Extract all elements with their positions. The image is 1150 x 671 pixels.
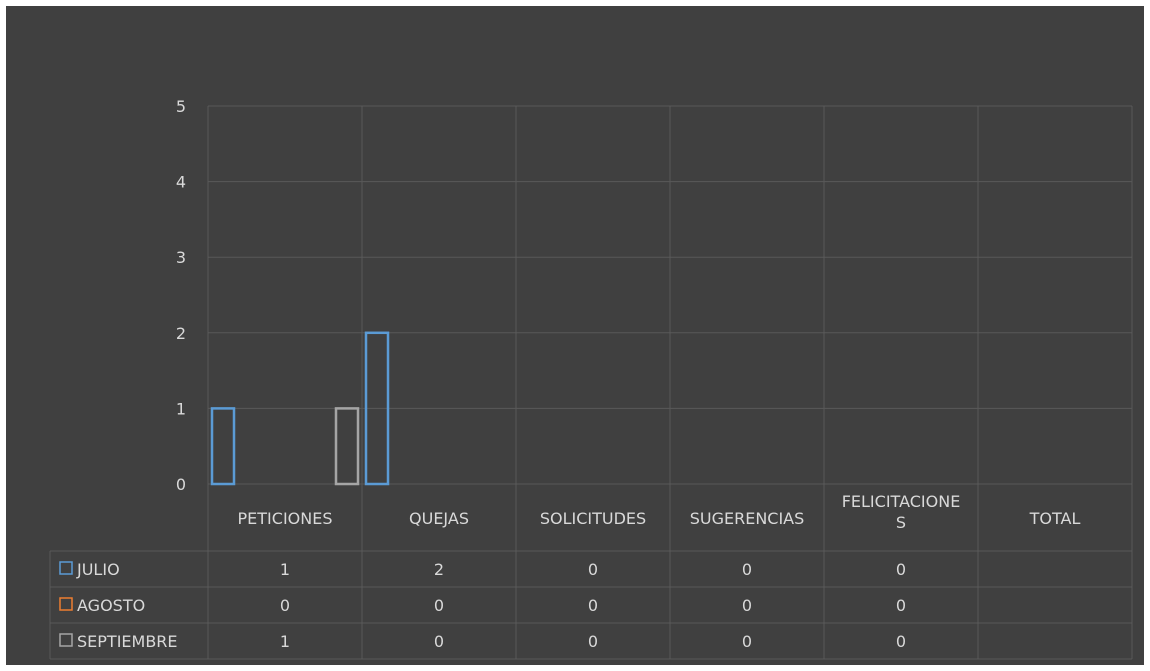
y-tick-label: 3: [176, 248, 186, 267]
bar-julio-peticiones: [210, 407, 236, 486]
table-row-label: JULIO: [76, 560, 120, 579]
table-cell-value: 0: [434, 596, 444, 615]
table-header-label: PETICIONES: [238, 509, 333, 528]
table-cell-value: 0: [434, 632, 444, 651]
table-cell-value: 0: [896, 596, 906, 615]
table-cell-value: 0: [742, 560, 752, 579]
y-axis-ticks: 0 1 2 3 4 5: [176, 97, 186, 494]
table-cell-value: 1: [280, 632, 290, 651]
table-header-label: SOLICITUDES: [540, 509, 646, 528]
bars: [210, 331, 390, 486]
table-cell-value: 0: [588, 632, 598, 651]
legend-key-julio: [59, 561, 73, 575]
y-tick-label: 0: [176, 475, 186, 494]
data-table: PETICIONES QUEJAS SOLICITUDES SUGERENCIAS FE…: [49, 492, 1132, 660]
table-row-label: SEPTIEMBRE: [77, 632, 178, 651]
table-cell-value: 0: [588, 560, 598, 579]
bar-julio-quejas: [364, 331, 390, 486]
table-header-label: S: [896, 513, 906, 532]
table-cell-value: 0: [896, 560, 906, 579]
table-cell-value: 0: [896, 632, 906, 651]
table-cell-value: 2: [434, 560, 444, 579]
table-cell-value: 0: [742, 632, 752, 651]
bar-septiembre-peticiones: [334, 407, 360, 486]
table-cell-value: 0: [588, 596, 598, 615]
chart-area: 0 1 2 3 4 5 PETICIONES QUEJAS SOLICITUDES SUGERE…: [6, 6, 1144, 665]
table-header-label: SUGERENCIAS: [690, 509, 805, 528]
y-tick-label: 1: [176, 399, 186, 418]
table-cell-value: 0: [742, 596, 752, 615]
table-header-label: FELICITACIONE: [842, 492, 961, 511]
y-tick-label: 4: [176, 173, 186, 192]
table-cell-value: 0: [280, 596, 290, 615]
bar-chart: 0 1 2 3 4 5 PETICIONES QUEJAS SOLICITUDES SUGERE…: [49, 97, 1133, 660]
table-row-label: AGOSTO: [77, 596, 145, 615]
table-header-label: TOTAL: [1029, 509, 1081, 528]
y-tick-label: 5: [176, 97, 186, 116]
legend-key-agosto: [59, 597, 73, 611]
table-header-label: QUEJAS: [409, 509, 469, 528]
table-cell-value: 1: [280, 560, 290, 579]
y-tick-label: 2: [176, 324, 186, 343]
legend-key-septiembre: [59, 633, 73, 647]
gridlines: [207, 105, 1133, 659]
